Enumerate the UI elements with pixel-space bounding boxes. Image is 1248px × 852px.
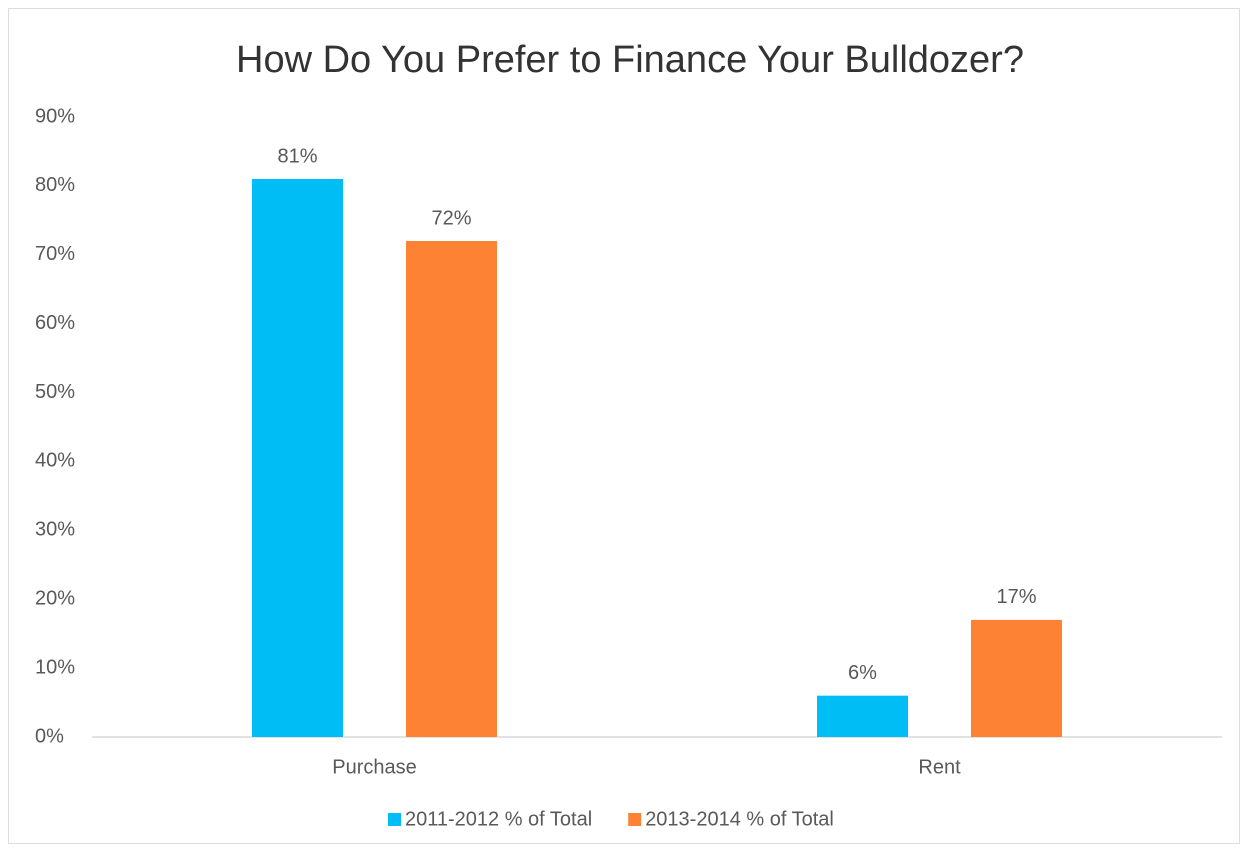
bar [971, 619, 1062, 737]
y-tick-label: 80% [35, 174, 75, 196]
y-tick-label: 10% [35, 656, 75, 678]
y-tick-label: 60% [35, 312, 75, 334]
chart-title: How Do You Prefer to Finance Your Bulldo… [236, 39, 1024, 81]
value-label: 17% [996, 586, 1036, 608]
legend-swatch [388, 813, 401, 826]
y-tick-label: 50% [35, 381, 75, 403]
y-tick-label: 30% [35, 519, 75, 541]
bar [252, 179, 343, 737]
value-label: 6% [848, 662, 877, 684]
x-tick-label: Purchase [332, 756, 417, 778]
bar [817, 695, 908, 737]
legend-label: 2011-2012 % of Total [405, 808, 592, 830]
y-tick-label: 0% [35, 725, 64, 747]
y-tick-label: 90% [35, 105, 75, 127]
legend-label: 2013-2014 % of Total [645, 808, 834, 830]
value-label: 72% [431, 207, 471, 229]
y-tick-label: 40% [35, 450, 75, 472]
y-tick-label: 70% [35, 243, 75, 265]
legend-swatch [628, 813, 642, 826]
bar [406, 241, 497, 737]
value-label: 81% [277, 145, 317, 167]
x-tick-label: Rent [918, 756, 961, 778]
y-tick-label: 20% [35, 588, 75, 610]
